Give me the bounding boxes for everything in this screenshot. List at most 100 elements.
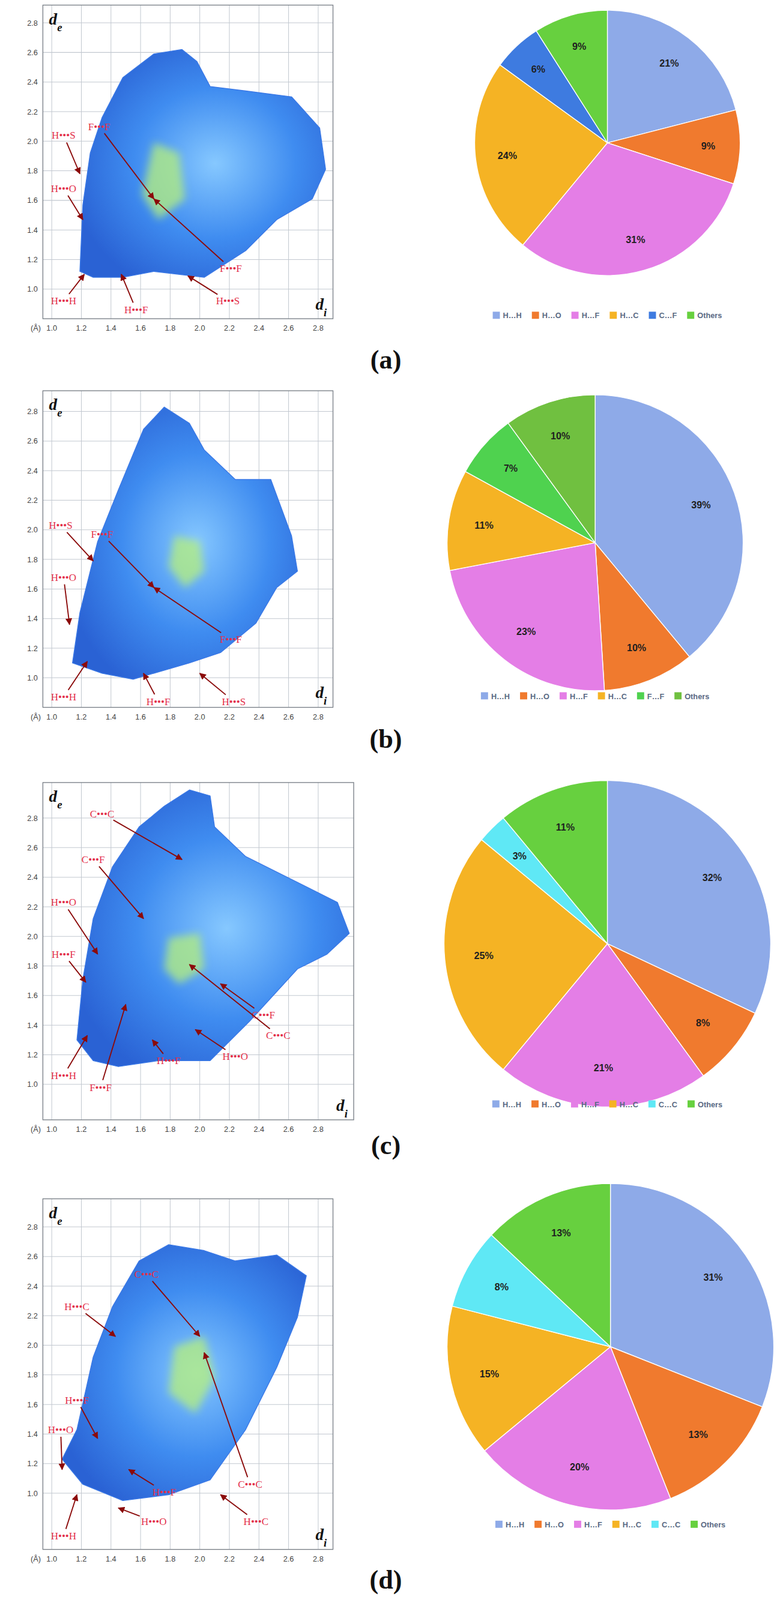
legend-swatch — [492, 311, 501, 319]
annotation-arrow — [69, 961, 86, 983]
axis-label: de — [49, 10, 63, 34]
legend-item: H…F — [559, 692, 588, 702]
y-tick-label: 1.6 — [27, 195, 38, 205]
annotation-arrow — [153, 587, 221, 633]
annotation-arrow — [152, 1281, 200, 1338]
annotation-arrow — [113, 820, 182, 860]
fingerprint-core — [168, 536, 205, 588]
legend-swatch — [690, 1521, 698, 1529]
legend-item: F…F — [637, 692, 665, 702]
axis-label-main: d — [315, 683, 325, 702]
legend-swatch — [674, 692, 682, 700]
annotation-text: H•••O — [51, 897, 77, 910]
data-label: 9% — [572, 40, 587, 52]
x-tick-label: 1.2 — [76, 1125, 88, 1135]
axis-label-sub: e — [57, 1214, 62, 1228]
y-tick-label: 2.4 — [27, 77, 38, 87]
annotation-text: H•••S — [216, 295, 241, 307]
annotation-text: H•••S — [48, 520, 73, 532]
x-tick-label: 2.6 — [283, 1555, 295, 1565]
grid-line — [42, 411, 333, 412]
annotation-text: H•••F — [146, 696, 171, 708]
annotation-arrow — [64, 584, 70, 626]
data-label: 25% — [474, 950, 494, 962]
annotation-text: C•••C — [134, 1269, 160, 1281]
legend-label: H…C — [622, 1520, 642, 1530]
panel-label: (a) — [370, 345, 402, 375]
y-tick-label: 1.6 — [27, 991, 38, 1001]
legend-label: H…C — [608, 692, 627, 702]
legend-item: C…C — [651, 1520, 681, 1530]
annotations: H•••SF•••FH•••OH•••HH•••FH•••SF•••F — [48, 520, 246, 708]
data-label: 13% — [688, 1429, 708, 1441]
data-label: 15% — [479, 1369, 499, 1380]
annotation-text: H•••O — [51, 572, 77, 584]
legend-swatch — [612, 1521, 620, 1529]
axis-label: de — [49, 395, 63, 419]
legend-item: H…F — [571, 1100, 600, 1110]
y-tick-label: 2.6 — [27, 48, 38, 58]
legend-swatch — [532, 311, 540, 319]
annotation-arrow — [187, 276, 218, 295]
x-tick-label: 2.0 — [194, 323, 206, 333]
axis-label-sub: e — [57, 798, 62, 812]
slice-labels: 31%13%20%15%8%13% — [479, 1227, 723, 1473]
axis-label: di — [315, 1526, 328, 1550]
grid-line — [42, 1493, 333, 1495]
legend-swatch — [649, 311, 657, 319]
y-tick-label: 1.6 — [27, 584, 38, 594]
y-tick-label: 1.2 — [27, 644, 38, 654]
slice-labels: 32%8%21%25%3%11% — [474, 822, 723, 1074]
data-label: 20% — [569, 1462, 590, 1473]
annotation-arrow — [152, 1040, 164, 1055]
grid-line — [42, 22, 333, 24]
x-tick-label: 2.2 — [223, 712, 235, 722]
axis-label-sub: i — [344, 1107, 349, 1120]
annotation-arrow — [220, 984, 254, 1009]
annotation-arrow — [66, 1495, 77, 1530]
data-label: 6% — [531, 64, 546, 76]
legend-label: F…F — [647, 692, 665, 702]
y-tick-label: 2.6 — [27, 843, 38, 853]
x-tick-label: 2.2 — [223, 1555, 235, 1565]
x-tick-label: 1.0 — [46, 1125, 58, 1135]
legend-label: H…H — [505, 1520, 525, 1530]
axis-label-main: d — [315, 1526, 325, 1545]
legend-item: H…F — [574, 1520, 603, 1530]
annotation-text: F•••F — [91, 529, 114, 541]
data-label: 24% — [497, 150, 517, 161]
annotation-text: F•••F — [219, 263, 242, 275]
x-tick-label: 1.6 — [135, 1125, 146, 1135]
annotation-text: H•••O — [222, 1051, 248, 1063]
data-label: 11% — [474, 520, 493, 531]
legend-label: H…H — [503, 311, 522, 321]
annotation-text: H•••H — [51, 1531, 77, 1543]
data-label: 39% — [691, 499, 711, 511]
legend-item: Others — [674, 692, 710, 702]
legend-item: H…O — [531, 1100, 561, 1110]
legend-item: C…C — [648, 1100, 678, 1110]
legend: H…HH…OH…FH…CC…COthers — [495, 1520, 726, 1530]
axis-label-main: d — [49, 10, 58, 29]
x-tick-label: 2.0 — [194, 1125, 206, 1135]
annotation-text: F•••F — [219, 634, 242, 646]
legend-swatch — [574, 1521, 582, 1529]
annotation-text: H•••O — [51, 183, 77, 195]
data-label: 13% — [551, 1227, 571, 1239]
annotation-text: C•••C — [266, 1030, 291, 1042]
slices — [447, 1184, 774, 1511]
x-tick-label: 1.4 — [105, 1555, 117, 1565]
annotation-arrow — [66, 142, 80, 174]
legend-swatch — [531, 1100, 539, 1108]
annotation-arrow — [69, 274, 85, 295]
legend-label: Others — [700, 1520, 726, 1530]
grid-line — [42, 288, 333, 290]
annotation-text: H•••C — [64, 1301, 89, 1314]
slice-labels: 39%10%23%11%7%10% — [474, 430, 711, 653]
y-tick-label: 1.8 — [27, 166, 38, 176]
legend-swatch — [559, 692, 567, 700]
annotation-arrow — [204, 1353, 248, 1478]
legend-label: Others — [697, 1100, 723, 1110]
legend: H…HH…OH…FH…CC…COthers — [492, 1100, 723, 1110]
panel-label: (c) — [371, 1131, 401, 1161]
